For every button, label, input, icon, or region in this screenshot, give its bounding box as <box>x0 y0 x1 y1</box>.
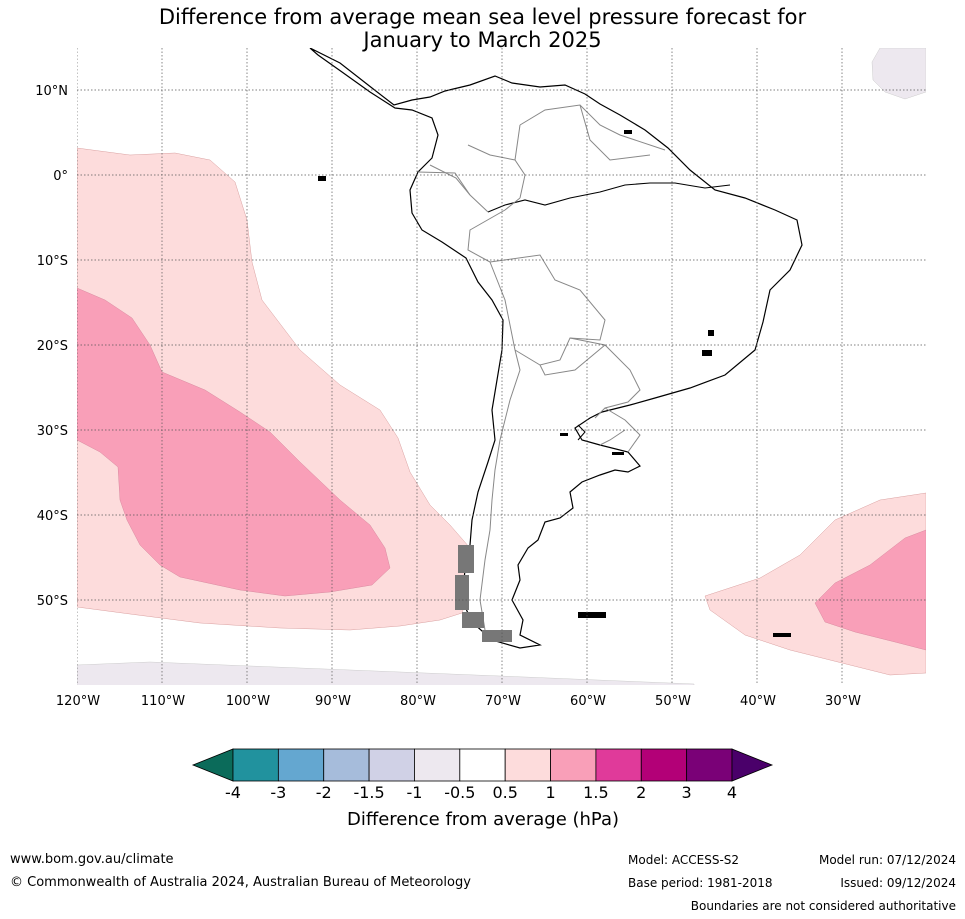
colorbar-segment <box>232 748 279 782</box>
anomaly-region-west-dark <box>77 287 391 597</box>
lat-label: 20°S <box>37 339 68 354</box>
colorbar-tick-label: -1.5 <box>353 783 384 802</box>
lat-label: 0° <box>53 169 68 184</box>
map-title-line-2: January to March 2025 <box>363 28 602 52</box>
colorbar-segment <box>277 748 325 782</box>
colorbar-segment <box>686 748 733 782</box>
islands <box>318 130 791 637</box>
colorbar-segment <box>595 748 642 782</box>
colorbar-label: Difference from average (hPa) <box>347 809 619 830</box>
colorbar-tick-label: -1 <box>406 783 422 802</box>
lon-label: 50°W <box>655 694 691 709</box>
colorbar-min-arrow <box>191 748 234 782</box>
lon-label: 90°W <box>315 694 351 709</box>
lat-label: 10°S <box>37 254 68 269</box>
colorbar-tick-label: -3 <box>270 783 286 802</box>
lon-label: 120°W <box>56 694 100 709</box>
footer-website: www.bom.gov.au/climate <box>10 852 174 867</box>
anomaly-region-south <box>77 661 695 685</box>
colorbar-segment <box>323 748 370 782</box>
footer-base-period: Base period: 1981-2018 <box>628 876 773 890</box>
colorbar-segment <box>414 748 461 782</box>
lat-label: 10°N <box>35 84 68 99</box>
chile-fjords <box>455 545 512 642</box>
colorbar-segment <box>459 748 506 782</box>
lat-label: 30°S <box>37 424 68 439</box>
lon-label: 40°W <box>740 694 776 709</box>
colorbar-tick-label: 3 <box>682 783 692 802</box>
map-area <box>77 48 926 685</box>
lon-label: 110°W <box>141 694 185 709</box>
colorbar-segment <box>550 748 597 782</box>
south-america-coastline <box>309 48 803 649</box>
anomaly-region-east-dark <box>814 529 926 651</box>
lon-label: 60°W <box>570 694 606 709</box>
lat-label: 50°S <box>37 594 68 609</box>
anomaly-region-northeast <box>871 48 926 100</box>
rio-de-la-plata <box>577 424 586 441</box>
amazon-river <box>487 182 731 213</box>
colorbar-tick-label: -0.5 <box>444 783 475 802</box>
colorbar-tick-label: 1 <box>545 783 555 802</box>
footer-disclaimer: Boundaries are not considered authoritat… <box>690 899 956 913</box>
footer-model-run: Model run: 07/12/2024 <box>818 853 956 867</box>
colorbar-tick-label: 4 <box>727 783 737 802</box>
colorbar-segment <box>368 748 415 782</box>
lon-label: 70°W <box>485 694 521 709</box>
colorbar: -4 -3 -2 -1.5 -1 -0.5 0.5 1 1.5 2 3 4 Difference fr… <box>191 748 774 830</box>
map-title-line-1: Difference from average mean sea level p… <box>158 5 807 29</box>
colorbar-tick-label: 1.5 <box>583 783 608 802</box>
colorbar-tick-label: 0.5 <box>492 783 517 802</box>
colorbar-tick-label: 2 <box>636 783 646 802</box>
lon-label: 100°W <box>226 694 270 709</box>
lon-label: 30°W <box>825 694 861 709</box>
colorbar-segment <box>504 748 551 782</box>
country-borders <box>417 104 666 631</box>
footer-copyright: © Commonwealth of Australia 2024, Austra… <box>10 875 471 890</box>
footer-issued: Issued: 09/12/2024 <box>840 876 956 890</box>
lat-label: 40°S <box>37 509 68 524</box>
footer-model: Model: ACCESS-S2 <box>628 853 740 867</box>
colorbar-tick-label: -4 <box>225 783 241 802</box>
colorbar-tick-label: -2 <box>316 783 332 802</box>
colorbar-max-arrow <box>731 748 774 782</box>
colorbar-segment <box>640 748 688 782</box>
lon-label: 80°W <box>400 694 436 709</box>
gridlines <box>77 48 926 685</box>
